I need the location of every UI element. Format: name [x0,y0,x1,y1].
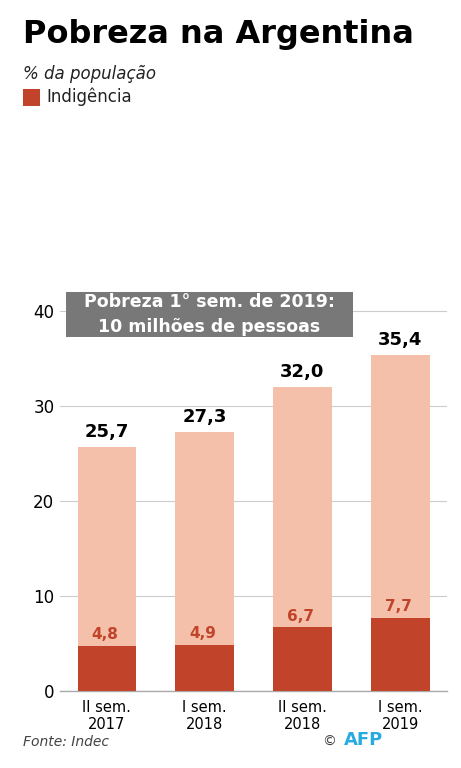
Bar [273,627,332,691]
Text: 6,7: 6,7 [287,609,314,624]
Bar [77,447,136,691]
Text: 27,3: 27,3 [183,408,227,426]
Bar [77,646,136,691]
Bar [371,618,430,691]
Text: 4,9: 4,9 [189,626,216,641]
Text: 25,7: 25,7 [85,423,129,441]
Text: Pobreza 1° sem. de 2019:
10 milhões de pessoas: Pobreza 1° sem. de 2019: 10 milhões de p… [84,293,335,336]
Text: 35,4: 35,4 [378,331,422,349]
Text: 32,0: 32,0 [280,363,325,381]
Bar [273,387,332,691]
Text: Pobreza na Argentina: Pobreza na Argentina [23,19,414,50]
Text: Indigência: Indigência [47,88,132,106]
Text: ©: © [323,735,341,749]
Text: Fonte: Indec: Fonte: Indec [23,735,109,749]
Bar [371,355,430,691]
Text: AFP: AFP [343,731,383,749]
Text: 7,7: 7,7 [385,599,412,614]
Text: % da população: % da população [23,65,156,83]
FancyBboxPatch shape [66,292,353,337]
Bar [175,644,234,691]
Text: 4,8: 4,8 [91,627,118,642]
Bar [175,432,234,691]
